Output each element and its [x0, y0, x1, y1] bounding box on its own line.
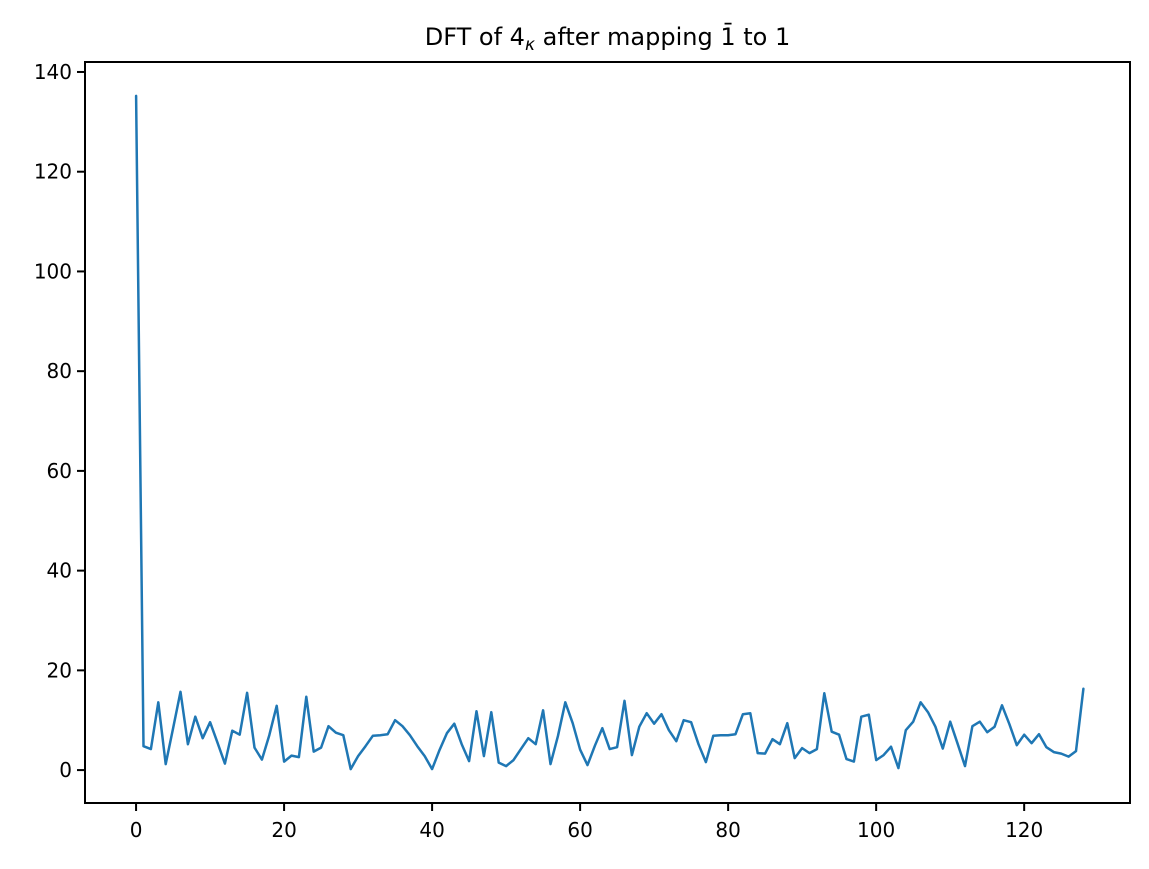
plot-border	[84, 61, 1131, 804]
plot-area	[134, 94, 1085, 771]
x-tick-label: 80	[715, 818, 740, 842]
y-tick-label: 120	[34, 160, 72, 184]
y-tick-label: 0	[59, 758, 72, 782]
x-tick-label: 20	[271, 818, 296, 842]
y-tick-label: 100	[34, 259, 72, 283]
x-tick-label: 40	[419, 818, 444, 842]
x-tick-label: 100	[857, 818, 895, 842]
y-tick-label: 40	[47, 559, 72, 583]
y-tick-label: 140	[34, 60, 72, 84]
y-tick-label: 80	[47, 359, 72, 383]
y-tick-label: 20	[47, 658, 72, 682]
data-line	[134, 94, 1085, 771]
x-tick-label: 120	[1005, 818, 1043, 842]
y-axis: 0 20 40 60 80 100 120 140	[34, 60, 85, 782]
x-axis: 0 20 40 60 80 100 120	[130, 803, 1043, 842]
x-tick-label: 60	[567, 818, 592, 842]
y-tick-label: 60	[47, 459, 72, 483]
x-tick-label: 0	[130, 818, 143, 842]
chart-title: DFT of 4κ after mapping 1̄ to 1	[425, 22, 790, 55]
